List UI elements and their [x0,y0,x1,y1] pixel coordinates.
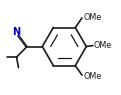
Text: OMe: OMe [94,41,112,50]
Text: OMe: OMe [84,13,102,21]
Text: N: N [12,27,20,37]
Text: OMe: OMe [84,72,102,81]
